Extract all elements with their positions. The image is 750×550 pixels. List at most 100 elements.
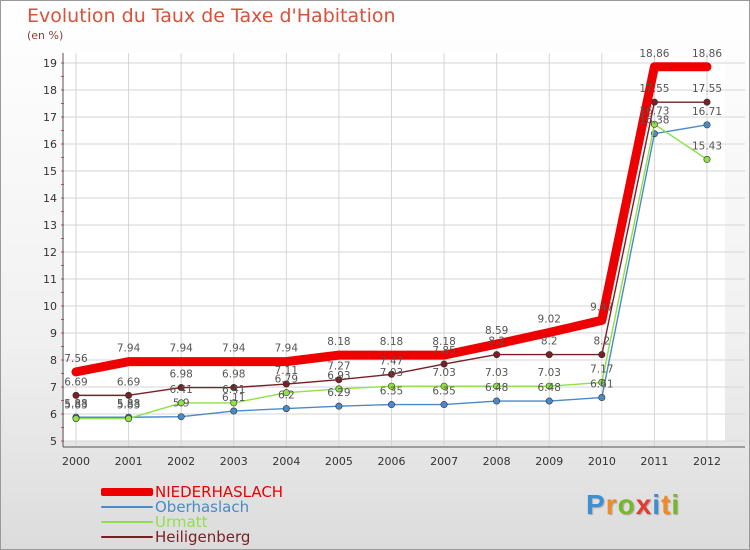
legend-label: Oberhaslach <box>155 498 250 516</box>
data-label: 8.18 <box>432 336 455 348</box>
data-label: 7.94 <box>117 343 141 355</box>
data-label: 5.83 <box>64 400 87 412</box>
x-tick-label: 2002 <box>167 455 195 468</box>
data-point-urmatt <box>125 415 133 423</box>
data-point-heiligenberg <box>703 98 711 106</box>
data-label: 9.47 <box>590 301 613 313</box>
proxiti-logo: Proxiti <box>586 489 680 521</box>
data-point-oberhaslach <box>177 413 185 421</box>
legend: NIEDERHASLACH Oberhaslach Urmatt Heiligenbe… <box>101 483 341 546</box>
logo-letter: P <box>586 489 606 520</box>
data-label: 16.73 <box>639 105 669 117</box>
data-point-heiligenberg <box>335 376 343 384</box>
chart-subtitle: (en %) <box>27 29 64 42</box>
data-label: 7.17 <box>590 363 613 375</box>
data-label: 6.41 <box>169 384 192 396</box>
y-tick-label: 14 <box>43 192 57 205</box>
data-label: 6.29 <box>327 387 350 399</box>
data-label: 18.86 <box>639 48 669 60</box>
data-label: 8.59 <box>485 325 508 337</box>
data-point-oberhaslach <box>545 397 553 405</box>
data-label: 18.86 <box>692 48 722 60</box>
data-point-urmatt <box>282 389 290 397</box>
legend-label: Urmatt <box>155 513 208 531</box>
data-label: 6.11 <box>222 392 245 404</box>
y-tick-label: 12 <box>43 246 57 259</box>
data-point-urmatt <box>72 415 80 423</box>
data-label: 16.71 <box>692 106 722 118</box>
data-label: 7.47 <box>380 355 403 367</box>
data-label: 16.38 <box>639 115 669 127</box>
data-label: 6.2 <box>278 390 295 402</box>
data-point-heiligenberg <box>72 391 80 399</box>
data-label: 7.94 <box>169 343 193 355</box>
logo-letter: r <box>605 489 618 520</box>
x-tick-label: 2007 <box>430 455 458 468</box>
y-tick-label: 8 <box>50 354 57 367</box>
y-tick-label: 5 <box>50 435 57 448</box>
logo-letter: i <box>671 489 681 520</box>
x-tick-label: 2005 <box>325 455 353 468</box>
x-tick-label: 2003 <box>220 455 248 468</box>
data-label: 6.69 <box>117 376 140 388</box>
data-label: 7.03 <box>432 367 455 379</box>
series-line-niederhaslach <box>71 62 712 377</box>
data-point-oberhaslach <box>703 121 711 129</box>
y-tick-label: 17 <box>43 111 57 124</box>
data-label: 5.83 <box>117 400 140 412</box>
data-point-oberhaslach <box>440 401 448 409</box>
y-tick-label: 18 <box>43 84 57 97</box>
data-label: 8.2 <box>593 336 610 348</box>
data-label: 7.85 <box>432 345 455 357</box>
data-point-urmatt <box>650 120 658 128</box>
y-tick-label: 7 <box>50 381 57 394</box>
x-tick-label: 2009 <box>535 455 563 468</box>
data-label: 6.35 <box>432 386 455 398</box>
y-tick-label: 6 <box>50 408 57 421</box>
data-label: 7.27 <box>327 361 350 373</box>
legend-swatch <box>101 488 153 496</box>
data-point-urmatt <box>598 378 606 386</box>
data-point-oberhaslach <box>230 407 238 415</box>
data-point-heiligenberg <box>440 360 448 368</box>
legend-item: NIEDERHASLACH <box>101 483 341 501</box>
data-label: 6.79 <box>275 374 298 386</box>
data-point-heiligenberg <box>387 370 395 378</box>
data-label: 6.98 <box>222 369 245 381</box>
data-point-heiligenberg <box>545 351 553 359</box>
data-label: 7.94 <box>222 343 246 355</box>
logo-letter: i <box>652 489 662 520</box>
logo-letter: t <box>661 489 672 520</box>
data-label: 6.98 <box>169 369 192 381</box>
x-tick-label: 2004 <box>272 455 300 468</box>
data-label: 5.88 <box>64 398 87 410</box>
logo-letter: o <box>617 489 636 520</box>
data-point-oberhaslach <box>493 397 501 405</box>
x-tick-label: 2000 <box>62 455 90 468</box>
y-tick-label: 9 <box>50 327 57 340</box>
data-label: 8.2 <box>488 336 505 348</box>
legend-swatch <box>101 536 153 538</box>
data-point-heiligenberg <box>493 351 501 359</box>
y-tick-label: 11 <box>43 273 57 286</box>
data-label: 8.18 <box>380 336 403 348</box>
y-tick-label: 16 <box>43 138 57 151</box>
logo-letter: x <box>635 489 653 520</box>
data-point-heiligenberg <box>230 384 238 392</box>
data-point-urmatt <box>493 382 501 390</box>
data-label: 7.94 <box>275 343 299 355</box>
legend-label: NIEDERHASLACH <box>155 483 284 501</box>
data-point-urmatt <box>230 399 238 407</box>
data-point-urmatt <box>703 155 711 163</box>
data-point-heiligenberg <box>282 380 290 388</box>
data-label: 6.48 <box>485 382 508 394</box>
legend-label: Heiligenberg <box>155 528 251 546</box>
y-tick-label: 13 <box>43 219 57 232</box>
x-tick-label: 2001 <box>115 455 143 468</box>
legend-item: Oberhaslach <box>101 498 341 516</box>
data-label: 15.43 <box>692 140 722 152</box>
data-label: 5.9 <box>173 398 190 410</box>
data-label: 6.69 <box>64 376 87 388</box>
data-label: 9.02 <box>538 313 561 325</box>
